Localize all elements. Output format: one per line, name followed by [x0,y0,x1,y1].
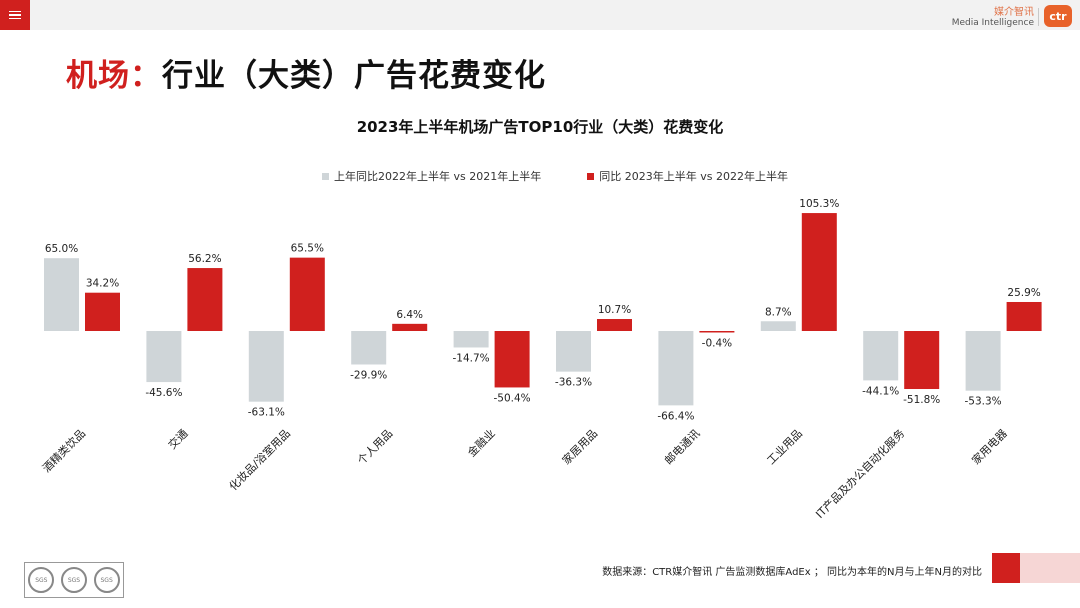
data-label-2022-7: 8.7% [765,306,792,318]
hamburger-icon [9,9,21,22]
chart-title: 2023年上半年机场广告TOP10行业（大类）花费变化 [356,118,724,136]
data-label-2022-9: -53.3% [965,396,1002,408]
data-label-2022-1: -45.6% [145,387,182,399]
bar-2022-9 [965,331,1001,391]
category-label-9: 家用电器 [969,426,1010,467]
legend-item-2022: 上年同比2022年上半年 vs 2021年上半年 [322,168,541,184]
bar-2023-8 [904,331,940,390]
legend-label-2022: 上年同比2022年上半年 vs 2021年上半年 [334,170,542,183]
sgs-badge-label: SGS [100,576,113,584]
sgs-badge-icon: SGS [93,567,120,593]
menu-button[interactable] [0,0,30,30]
category-label-6: 邮电通讯 [662,427,702,467]
data-label-2023-1: 56.2% [188,253,221,265]
data-label-2022-6: -66.4% [657,410,694,422]
ctr-logo: ctr [1044,5,1072,27]
footer-accent-bar [1020,553,1080,583]
category-label-7: 工业用品 [765,427,805,467]
legend-swatch-2022 [322,172,329,180]
category-label-3: 个人用品 [355,427,395,467]
data-label-2022-5: -36.3% [555,377,592,389]
bar-2022-6 [658,331,694,406]
data-label-2022-2: -63.1% [248,407,285,419]
page-title-accent: 机场： [66,58,162,94]
brand-divider [1038,8,1039,26]
bar-2022-0 [44,258,79,331]
data-label-2022-0: 65.0% [45,243,78,255]
legend-swatch-2023 [587,172,595,180]
brand-cn: 媒介智讯 [994,7,1034,18]
category-label-4: 金融业 [464,426,497,459]
data-label-2022-3: -29.9% [350,369,387,381]
data-label-2023-6: -0.4% [702,338,732,350]
sgs-badge-label: SGS [67,576,81,584]
bar-2023-2 [289,257,325,331]
bar-2023-5 [597,319,632,331]
data-label-2023-3: 6.4% [396,309,423,321]
bar-2023-9 [1006,301,1042,331]
category-label-1: 交通 [165,426,190,451]
data-label-2022-8: -44.1% [862,385,899,397]
chart-legend: 上年同比2022年上半年 vs 2021年上半年 同比 2023年上半年 vs … [322,168,834,184]
sgs-badge-icon: SGS [60,567,87,593]
page-title: 机场：行业（大类）广告花费变化 [66,50,546,95]
category-label-0: 酒精类饮品 [39,426,88,475]
data-label-2023-8: -51.8% [903,394,940,406]
bar-2022-8 [863,331,899,381]
brand: 媒介智讯 Media Intelligence [952,7,1034,29]
bar-2023-0 [85,292,120,331]
legend-item-2023: 同比 2023年上半年 vs 2022年上半年 [587,168,788,184]
sgs-badge-icon: SGS [28,567,55,593]
bar-2022-7 [760,321,796,331]
bar-2022-2 [248,331,284,402]
brand-en: Media Intelligence [951,18,1034,28]
data-source-note: 数据来源：CTR媒介智讯 广告监测数据库AdEx ； 同比为本年的N月与上年N月… [602,567,982,578]
data-label-2023-9: 25.9% [1007,287,1040,299]
bar-2022-1 [146,331,182,383]
bar-2023-1 [187,268,223,331]
certification-badges: SGS SGS SGS [24,562,124,598]
bar-2023-7 [801,213,837,331]
data-label-2023-4: -50.4% [494,392,531,404]
data-label-2022-4: -14.7% [453,352,490,364]
page-title-rest: 行业（大类）广告花费变化 [162,58,546,94]
legend-label-2023: 同比 2023年上半年 vs 2022年上半年 [599,170,788,183]
category-label-8: IT产品及办公自动化服务 [813,426,908,521]
bar-2023-3 [392,323,428,331]
bar-2023-6 [699,331,735,333]
sgs-badge-label: SGS [35,576,48,584]
data-label-2023-2: 65.5% [291,243,324,255]
data-label-2023-7: 105.3% [799,198,839,210]
footer-accent-block [992,553,1021,583]
category-label-2: 化妆品/浴室用品 [226,426,293,493]
category-label-5: 家居用品 [559,426,600,467]
bar-2023-4 [494,331,530,388]
bar-2022-4 [453,331,489,348]
top-bar [0,0,1080,30]
bar-2022-3 [351,331,387,365]
bar-2022-5 [556,331,591,372]
data-label-2023-5: 10.7% [598,304,631,316]
data-label-2023-0: 34.2% [86,278,119,290]
